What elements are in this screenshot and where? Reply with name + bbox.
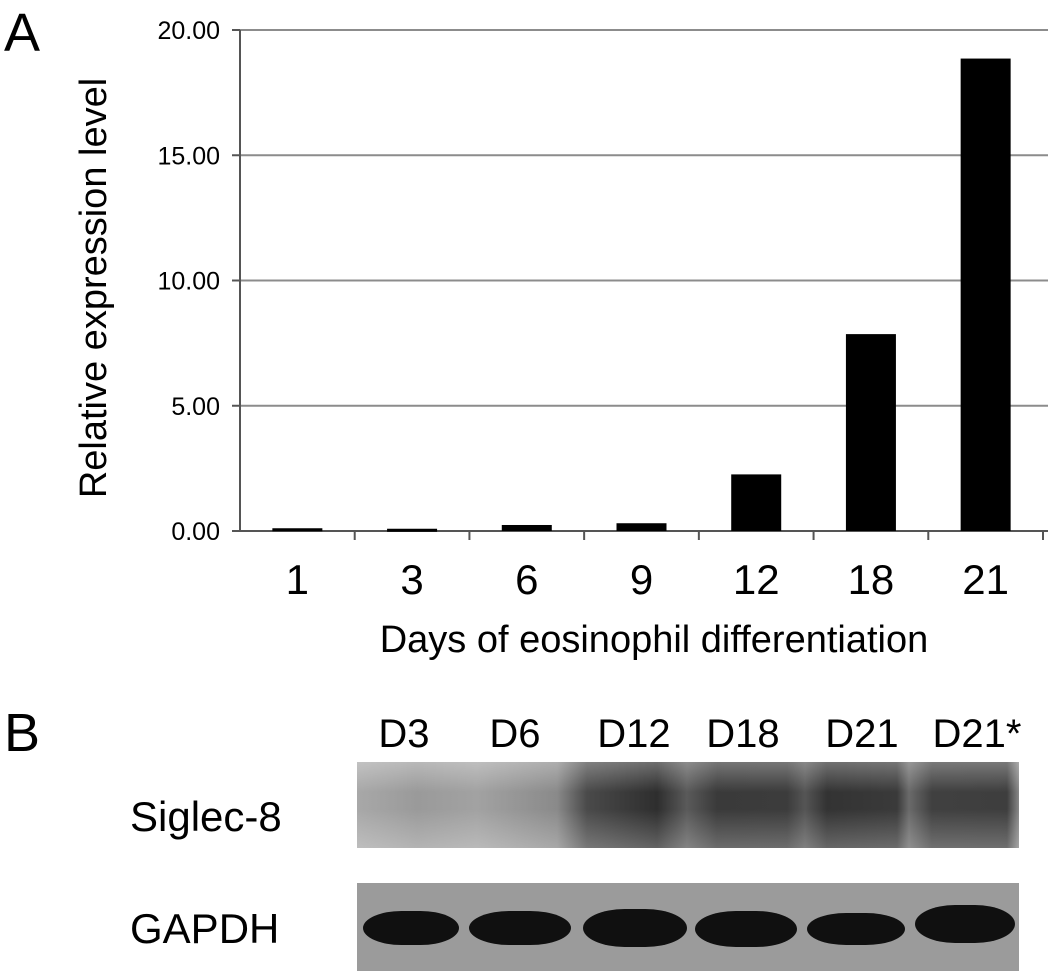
x-tick-label: 9 [630, 556, 653, 603]
gapdh-band-d3 [363, 911, 459, 945]
bar-chart: 0.00 5.00 10.00 15.00 20.00 1 3 6 9 12 18 21 Days of… [73, 17, 1048, 661]
lane-label-d21-star: D21* [932, 712, 1022, 756]
y-axis-label: Relative expression level [73, 78, 115, 498]
lane-label-d18: D18 [706, 712, 780, 756]
lane-label-d6: D6 [489, 712, 541, 756]
x-tick-label: 1 [286, 556, 309, 603]
gapdh-band-d6 [469, 911, 571, 945]
x-tick-label: 18 [848, 556, 895, 603]
bar-day-9 [616, 523, 667, 531]
y-tick-label: 0.00 [171, 518, 220, 546]
panel-b-letter: B [4, 703, 41, 763]
lane-label-d3: D3 [378, 712, 430, 756]
y-tick-label: 20.00 [157, 17, 220, 45]
panel-a-letter: A [4, 3, 41, 63]
lane-label-d21: D21 [825, 712, 899, 756]
bar-day-6 [501, 524, 552, 531]
gapdh-band-d21 [807, 913, 905, 945]
y-tick-label: 5.00 [171, 393, 220, 421]
bar-day-3 [387, 528, 438, 532]
siglec8-blot-image [357, 762, 1019, 848]
gapdh-band-d21-star [915, 905, 1015, 943]
x-tick-label: 21 [962, 556, 1009, 603]
bar-day-21 [960, 58, 1011, 532]
lane-label-d12: D12 [597, 712, 671, 756]
x-tick-label: 3 [400, 556, 423, 603]
bar-day-18 [845, 334, 896, 531]
y-tick-label: 10.00 [157, 268, 220, 296]
row-label-siglec8: Siglec-8 [130, 793, 282, 840]
bar-day-12 [731, 474, 782, 531]
x-axis-label: Days of eosinophil differentiation [380, 619, 929, 661]
row-label-gapdh: GAPDH [130, 905, 280, 952]
gapdh-blot-image [357, 883, 1019, 971]
x-tick-label: 12 [733, 556, 780, 603]
bar-day-1 [272, 528, 323, 532]
gapdh-band-d18 [695, 911, 797, 947]
gapdh-band-d12 [583, 909, 687, 947]
y-tick-label: 15.00 [157, 142, 220, 170]
x-tick-label: 6 [515, 556, 538, 603]
